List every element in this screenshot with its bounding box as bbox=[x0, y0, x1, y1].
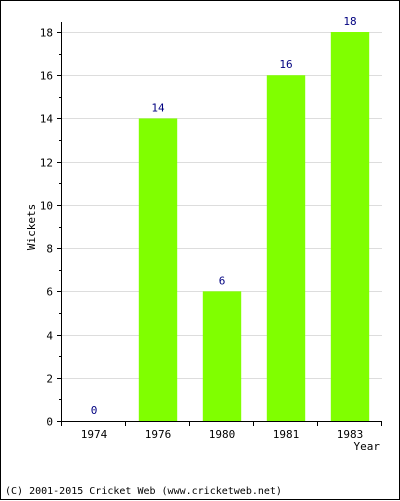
y-tick-label: 4 bbox=[46, 330, 53, 343]
x-tick-label-1976: 1976 bbox=[145, 428, 172, 441]
y-tick-label: 6 bbox=[46, 286, 53, 299]
bar-1976 bbox=[138, 118, 178, 421]
grid-lines bbox=[62, 32, 382, 379]
copyright-footer: (C) 2001-2015 Cricket Web (www.cricketwe… bbox=[5, 486, 282, 497]
axes-group bbox=[57, 22, 382, 426]
y-tick-label: 10 bbox=[40, 200, 53, 213]
bars-group bbox=[138, 32, 370, 421]
data-label-1983: 18 bbox=[343, 15, 356, 28]
x-tick-label-1974: 1974 bbox=[81, 428, 108, 441]
x-tick-label-1980: 1980 bbox=[209, 428, 236, 441]
y-tick-label: 0 bbox=[46, 416, 53, 429]
data-label-1980: 6 bbox=[219, 274, 226, 287]
y-tick-label: 2 bbox=[46, 373, 53, 386]
bar-1983 bbox=[330, 32, 370, 421]
y-tick-label: 18 bbox=[40, 27, 53, 40]
labels-group: 0 14 6 16 18 0 2 4 6 8 10 12 14 16 18 1974 1976 1980 1981 1… bbox=[40, 15, 364, 441]
data-label-1981: 16 bbox=[279, 58, 292, 71]
y-axis-label: Wickets bbox=[25, 204, 38, 250]
x-tick-label-1981: 1981 bbox=[273, 428, 300, 441]
bar-1980 bbox=[202, 291, 242, 421]
y-tick-label: 16 bbox=[40, 70, 53, 83]
y-tick-label: 8 bbox=[46, 243, 53, 256]
x-tick-label-1983: 1983 bbox=[337, 428, 364, 441]
x-axis-label: Year bbox=[354, 440, 381, 453]
y-tick-label: 14 bbox=[40, 113, 54, 126]
data-label-1974: 0 bbox=[91, 404, 98, 417]
y-tick-label: 12 bbox=[40, 157, 53, 170]
bar-1981 bbox=[266, 75, 306, 421]
data-label-1976: 14 bbox=[151, 101, 165, 114]
